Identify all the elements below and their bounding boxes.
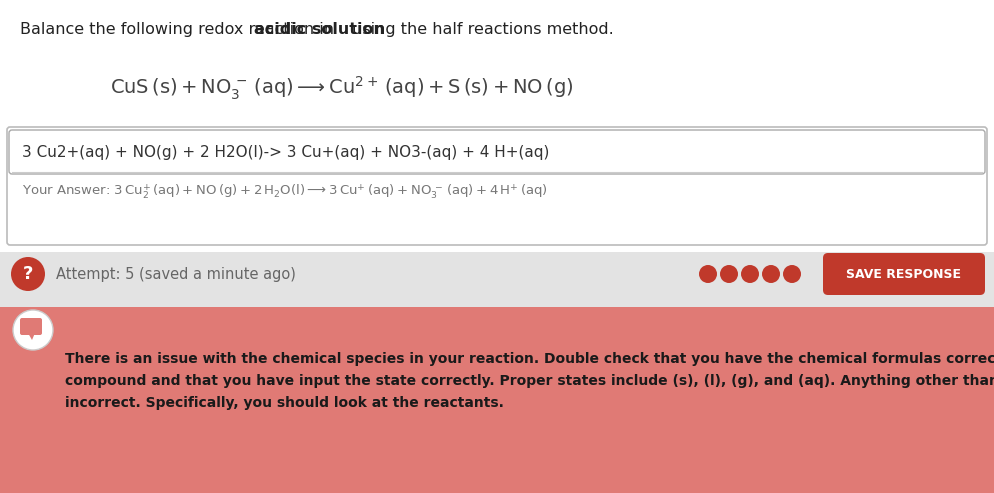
Text: SAVE RESPONSE: SAVE RESPONSE [847, 268, 961, 281]
Text: using the half reactions method.: using the half reactions method. [347, 22, 613, 37]
FancyBboxPatch shape [0, 252, 994, 307]
FancyBboxPatch shape [20, 318, 42, 335]
Text: compound and that you have input the state correctly. Proper states include (s),: compound and that you have input the sta… [65, 374, 994, 388]
Circle shape [720, 265, 738, 283]
Text: Balance the following redox reaction in: Balance the following redox reaction in [20, 22, 339, 37]
FancyBboxPatch shape [0, 0, 994, 252]
Text: 3 Cu2+(aq) + NO(g) + 2 H2O(l)-> 3 Cu+(aq) + NO3-(aq) + 4 H+(aq): 3 Cu2+(aq) + NO(g) + 2 H2O(l)-> 3 Cu+(aq… [22, 144, 550, 160]
Text: There is an issue with the chemical species in your reaction. Double check that : There is an issue with the chemical spec… [65, 352, 994, 366]
Circle shape [741, 265, 759, 283]
Text: acidic solution: acidic solution [254, 22, 385, 37]
FancyBboxPatch shape [0, 307, 994, 493]
Circle shape [13, 310, 53, 350]
Circle shape [783, 265, 801, 283]
FancyBboxPatch shape [7, 127, 987, 245]
Polygon shape [28, 333, 35, 340]
Text: Your Answer: $3\,\mathrm{Cu_2^{+}\,(aq) + NO\,(g) + 2\,H_2O(l) \longrightarrow 3: Your Answer: $3\,\mathrm{Cu_2^{+}\,(aq) … [22, 182, 548, 201]
Circle shape [11, 257, 45, 291]
Text: incorrect. Specifically, you should look at the reactants.: incorrect. Specifically, you should look… [65, 396, 504, 410]
Circle shape [699, 265, 717, 283]
Text: $\mathrm{CuS\,(s) + NO_3^{\,-}\,(aq) \longrightarrow Cu^{2+}\,(aq) + S\,(s) + NO: $\mathrm{CuS\,(s) + NO_3^{\,-}\,(aq) \lo… [110, 75, 574, 103]
Text: ?: ? [23, 265, 33, 283]
FancyBboxPatch shape [823, 253, 985, 295]
Text: Attempt: 5 (saved a minute ago): Attempt: 5 (saved a minute ago) [56, 267, 296, 282]
Circle shape [762, 265, 780, 283]
FancyBboxPatch shape [9, 130, 985, 174]
